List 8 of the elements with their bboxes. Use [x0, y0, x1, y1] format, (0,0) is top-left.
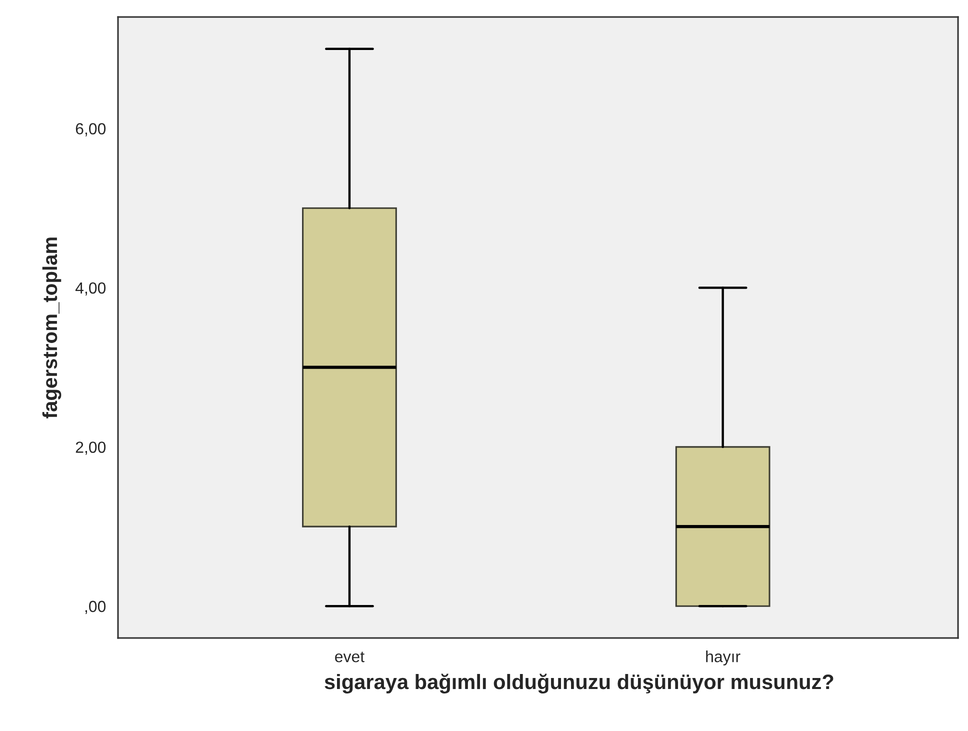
y-tick-label: 4,00 [75, 282, 106, 296]
y-axis-title: fagerstrom_toplam [42, 238, 62, 418]
x-tick-label: hayır [706, 650, 740, 666]
x-tick-label: evet [335, 652, 364, 662]
x-axis-title: sigaraya bağımlı olduğunuzu düşünüyor musunuz? [324, 674, 834, 694]
y-tick-label: 2,00 [76, 442, 106, 455]
y-tick-label: 6,00 [76, 123, 106, 136]
y-tick-label: ,00 [85, 600, 106, 614]
